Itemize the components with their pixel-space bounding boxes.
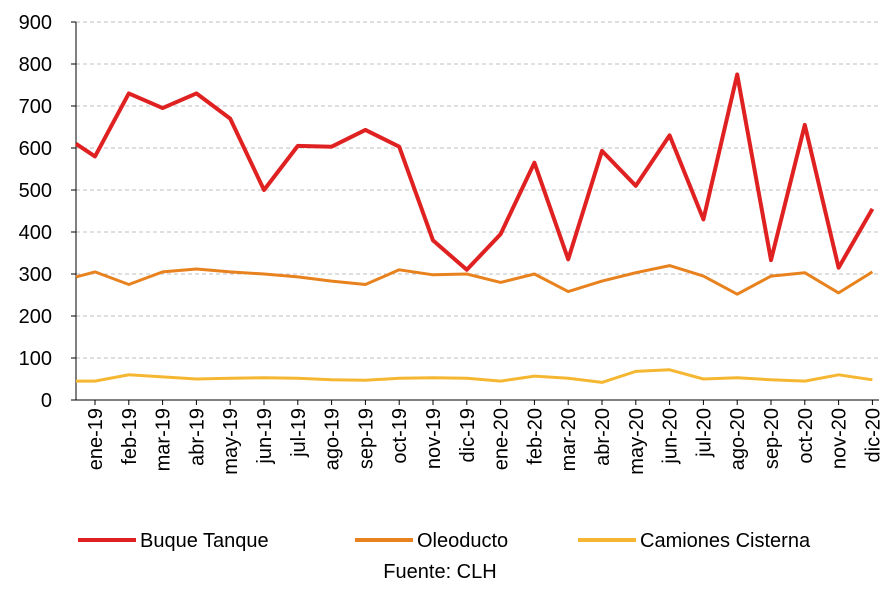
x-tick-label: may-20 bbox=[626, 408, 648, 475]
x-tick-label: sep-20 bbox=[761, 408, 783, 469]
x-tick-label: sep-19 bbox=[355, 408, 377, 469]
y-tick-label: 700 bbox=[19, 96, 52, 118]
x-tick-label: mar-20 bbox=[558, 408, 580, 471]
x-tick-label: ago-19 bbox=[322, 408, 344, 470]
x-tick-label: nov-20 bbox=[829, 408, 851, 469]
x-tick-label: may-19 bbox=[220, 408, 242, 475]
series-line bbox=[76, 368, 873, 384]
x-tick-label: oct-19 bbox=[389, 408, 411, 464]
x-tick-label: jul-20 bbox=[693, 408, 715, 458]
series-line bbox=[75, 264, 874, 296]
y-tick-label: 200 bbox=[19, 306, 52, 328]
y-tick-label: 100 bbox=[19, 348, 52, 370]
x-tick-label: oct-20 bbox=[795, 408, 817, 464]
x-tick-label: ene-20 bbox=[491, 408, 513, 470]
x-tick-label: jul-19 bbox=[288, 408, 310, 458]
x-tick-label: dic-19 bbox=[457, 408, 479, 462]
x-tick-label: abr-19 bbox=[186, 408, 208, 466]
legend-label: Camiones Cisterna bbox=[640, 530, 811, 552]
x-tick-label: nov-19 bbox=[423, 408, 445, 469]
legend-label: Oleoducto bbox=[417, 530, 508, 552]
y-tick-label: 600 bbox=[19, 138, 52, 160]
y-tick-label: 500 bbox=[19, 180, 52, 202]
source: Fuente: CLH bbox=[383, 561, 496, 583]
series-line bbox=[74, 72, 875, 272]
y-tick-label: 900 bbox=[19, 12, 52, 34]
x-tick-label: jun-19 bbox=[254, 408, 276, 465]
x-tick-label: ago-20 bbox=[727, 408, 749, 470]
x-tick-label: feb-19 bbox=[119, 408, 141, 465]
x-tick-label: feb-20 bbox=[524, 408, 546, 465]
x-tick-label: dic-20 bbox=[862, 408, 881, 462]
legend-label: Buque Tanque bbox=[140, 530, 269, 552]
x-tick-label: jun-20 bbox=[660, 408, 682, 465]
y-tick-label: 400 bbox=[19, 222, 52, 244]
y-tick-label: 0 bbox=[41, 390, 52, 412]
y-tick-label: 300 bbox=[19, 264, 52, 286]
x-tick-label: abr-20 bbox=[592, 408, 614, 466]
x-tick-label: ene-19 bbox=[85, 408, 107, 470]
y-tick-label: 800 bbox=[19, 54, 52, 76]
x-tick-label: mar-19 bbox=[153, 408, 175, 471]
